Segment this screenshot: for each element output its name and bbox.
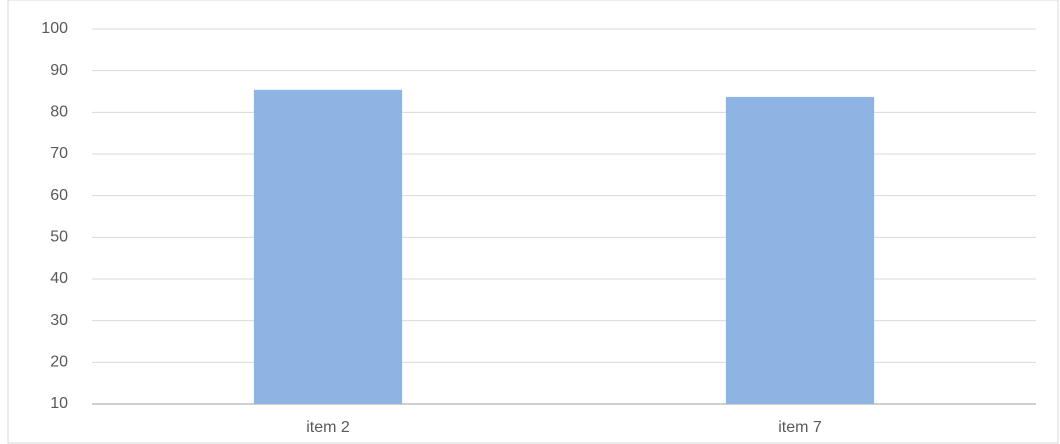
y-tick-label: 100 [41,20,68,37]
y-tick-label: 20 [50,354,68,371]
y-tick-label: 90 [50,62,68,79]
bar [253,89,403,404]
y-tick-label: 30 [50,312,68,329]
y-tick-label: 40 [50,270,68,287]
y-tick-label: 60 [50,187,68,204]
x-tick-label: item 7 [778,419,822,436]
chart-frame [7,0,1059,444]
y-tick-label: 50 [50,229,68,246]
y-tick-label: 80 [50,104,68,121]
x-tick-label: item 2 [306,419,350,436]
y-tick-label: 10 [50,395,68,412]
y-tick-label: 70 [50,145,68,162]
bar [725,96,875,405]
